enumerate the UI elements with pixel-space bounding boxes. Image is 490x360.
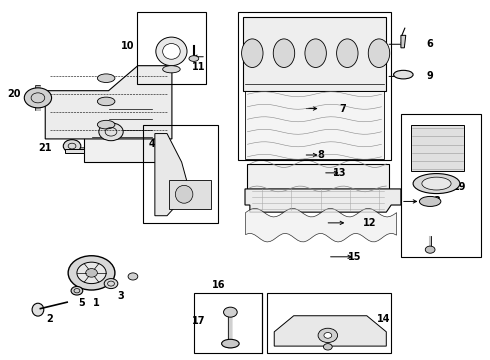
Text: 13: 13 xyxy=(333,168,347,178)
Bar xyxy=(143,125,218,223)
Ellipse shape xyxy=(323,343,332,350)
Text: 11: 11 xyxy=(192,63,205,72)
Text: 20: 20 xyxy=(7,89,20,99)
Ellipse shape xyxy=(98,120,115,129)
Ellipse shape xyxy=(422,177,451,190)
Polygon shape xyxy=(401,35,406,48)
Ellipse shape xyxy=(324,333,332,338)
Polygon shape xyxy=(170,180,211,208)
Bar xyxy=(238,12,391,160)
Ellipse shape xyxy=(104,279,118,289)
Bar xyxy=(194,293,262,353)
Ellipse shape xyxy=(413,174,460,194)
Polygon shape xyxy=(243,18,386,91)
Text: 14: 14 xyxy=(377,314,391,324)
Text: 9: 9 xyxy=(427,71,434,81)
Ellipse shape xyxy=(393,70,413,79)
Ellipse shape xyxy=(221,339,239,348)
Polygon shape xyxy=(245,189,401,212)
Ellipse shape xyxy=(98,74,115,82)
Ellipse shape xyxy=(68,256,115,290)
Polygon shape xyxy=(155,134,187,216)
Text: 7: 7 xyxy=(339,104,346,113)
Text: 6: 6 xyxy=(427,39,434,49)
Bar xyxy=(411,125,464,171)
Ellipse shape xyxy=(32,303,44,316)
Ellipse shape xyxy=(419,197,441,206)
Ellipse shape xyxy=(337,39,358,67)
Text: 12: 12 xyxy=(363,218,376,228)
Ellipse shape xyxy=(128,273,138,280)
Text: 17: 17 xyxy=(192,316,205,326)
Ellipse shape xyxy=(156,37,187,66)
Ellipse shape xyxy=(98,97,115,106)
Ellipse shape xyxy=(368,39,390,67)
Text: 18: 18 xyxy=(428,197,442,206)
Ellipse shape xyxy=(305,39,326,67)
Text: 8: 8 xyxy=(317,150,324,160)
Polygon shape xyxy=(274,316,386,346)
Text: 21: 21 xyxy=(39,143,52,153)
Bar xyxy=(245,91,384,158)
Ellipse shape xyxy=(223,307,237,317)
Ellipse shape xyxy=(99,123,123,141)
Ellipse shape xyxy=(71,287,83,295)
Text: 16: 16 xyxy=(212,280,225,291)
Bar xyxy=(137,12,206,84)
Ellipse shape xyxy=(242,39,263,67)
Ellipse shape xyxy=(273,39,294,67)
Bar xyxy=(401,114,481,257)
Ellipse shape xyxy=(63,140,81,153)
Polygon shape xyxy=(247,164,389,189)
Polygon shape xyxy=(84,102,157,162)
Text: 15: 15 xyxy=(348,252,362,262)
Text: 5: 5 xyxy=(78,298,85,308)
Ellipse shape xyxy=(189,56,199,62)
Text: 1: 1 xyxy=(93,298,100,308)
Polygon shape xyxy=(45,66,172,139)
Text: 19: 19 xyxy=(453,182,466,192)
Bar xyxy=(65,149,84,153)
Ellipse shape xyxy=(163,44,180,59)
Bar xyxy=(267,293,391,353)
Text: 2: 2 xyxy=(47,314,53,324)
Text: 4: 4 xyxy=(149,139,156,149)
Text: 3: 3 xyxy=(118,291,124,301)
Ellipse shape xyxy=(318,328,338,342)
Ellipse shape xyxy=(77,262,106,284)
Ellipse shape xyxy=(425,246,435,253)
Ellipse shape xyxy=(24,88,51,108)
Ellipse shape xyxy=(175,185,193,203)
Text: 10: 10 xyxy=(122,41,135,51)
Ellipse shape xyxy=(163,66,180,73)
Ellipse shape xyxy=(86,269,98,277)
